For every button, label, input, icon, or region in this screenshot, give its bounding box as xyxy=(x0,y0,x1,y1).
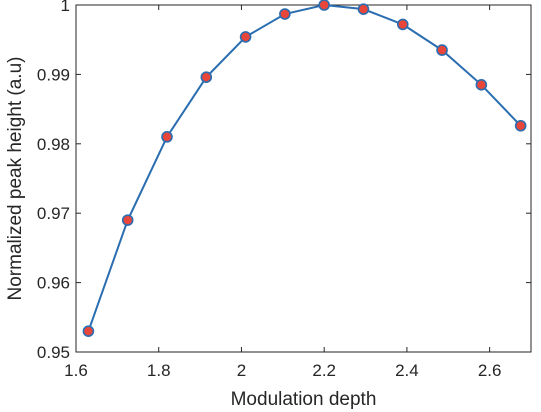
data-point xyxy=(200,71,213,83)
y-axis-title: Normalized peak height (a.u) xyxy=(5,57,26,301)
data-point xyxy=(279,8,291,20)
series-layer xyxy=(82,0,527,337)
plot-area xyxy=(75,4,532,353)
y-tick-label: 0.99 xyxy=(37,65,70,84)
data-point xyxy=(161,131,173,143)
y-axis: 0.95 0.96 0.97 0.98 0.99 1 xyxy=(37,0,531,362)
series-line xyxy=(87,3,522,332)
data-point xyxy=(396,18,409,31)
y-tick-label: 0.95 xyxy=(37,343,70,362)
x-tick-label: 2.6 xyxy=(478,361,502,380)
data-point xyxy=(82,325,95,337)
data-point xyxy=(357,3,370,15)
data-point xyxy=(514,119,527,132)
data-point xyxy=(239,31,252,43)
data-point xyxy=(121,214,134,226)
x-tick-label: 1.8 xyxy=(147,361,171,380)
data-point xyxy=(475,79,488,91)
y-tick-label: 0.96 xyxy=(37,274,70,293)
y-tick-label: 0.97 xyxy=(37,204,70,223)
x-tick-label: 2 xyxy=(237,361,246,380)
y-tick-label: 0.98 xyxy=(37,135,70,154)
x-tick-label: 1.6 xyxy=(64,361,88,380)
y-tick-label: 1 xyxy=(61,0,70,15)
plot-frame xyxy=(75,4,532,353)
data-point xyxy=(318,0,330,11)
x-tick-label: 2.2 xyxy=(312,361,336,380)
x-axis-title: Modulation depth xyxy=(231,389,377,410)
x-tick-label: 2.4 xyxy=(395,361,419,380)
x-axis: 1.6 1.8 2 2.2 2.4 2.6 xyxy=(64,5,501,380)
data-point xyxy=(436,44,448,56)
